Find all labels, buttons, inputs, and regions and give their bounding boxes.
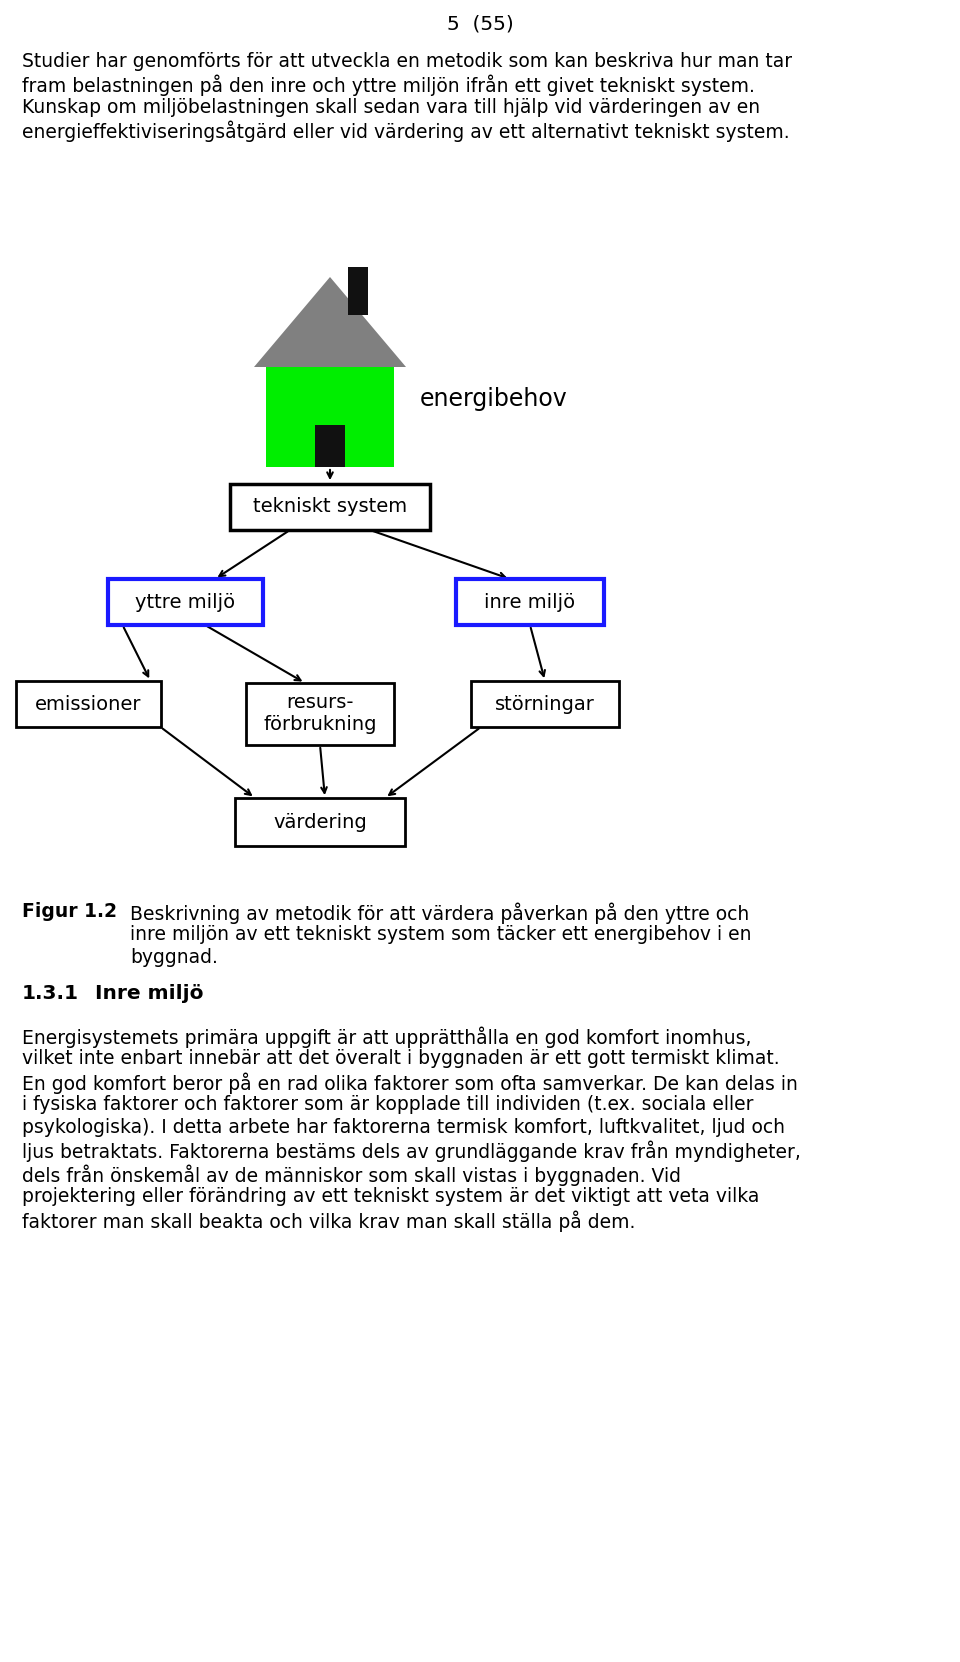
Text: energibehov: energibehov — [420, 387, 567, 411]
Text: ljus betraktats. Faktorerna bestäms dels av grundläggande krav från myndigheter,: ljus betraktats. Faktorerna bestäms dels… — [22, 1142, 801, 1162]
Text: faktorer man skall beakta och vilka krav man skall ställa på dem.: faktorer man skall beakta och vilka krav… — [22, 1210, 636, 1232]
Text: projektering eller förändring av ett tekniskt system är det viktigt att veta vil: projektering eller förändring av ett tek… — [22, 1187, 759, 1207]
Text: Kunskap om miljöbelastningen skall sedan vara till hjälp vid värderingen av en: Kunskap om miljöbelastningen skall sedan… — [22, 98, 760, 116]
Text: värdering: värdering — [274, 813, 367, 831]
Bar — [230, 484, 430, 530]
Text: 5  (55): 5 (55) — [446, 13, 514, 33]
Text: inre miljö: inre miljö — [485, 592, 576, 612]
Bar — [108, 578, 262, 625]
Text: Studier har genomförts för att utveckla en metodik som kan beskriva hur man tar: Studier har genomförts för att utveckla … — [22, 52, 792, 71]
Text: fram belastningen på den inre och yttre miljön ifrån ett givet tekniskt system.: fram belastningen på den inre och yttre … — [22, 75, 755, 96]
Text: Inre miljö: Inre miljö — [95, 984, 204, 1002]
Text: tekniskt system: tekniskt system — [252, 497, 407, 517]
Text: 1.3.1: 1.3.1 — [22, 984, 79, 1002]
Text: byggnad.: byggnad. — [130, 947, 218, 967]
Text: yttre miljö: yttre miljö — [135, 592, 235, 612]
Text: emissioner: emissioner — [35, 695, 141, 713]
Text: En god komfort beror på en rad olika faktorer som ofta samverkar. De kan delas i: En god komfort beror på en rad olika fak… — [22, 1072, 798, 1094]
Text: psykologiska). I detta arbete har faktorerna termisk komfort, luftkvalitet, ljud: psykologiska). I detta arbete har faktor… — [22, 1119, 785, 1137]
Text: vilket inte enbart innebär att det överalt i byggnaden är ett gott termiskt klim: vilket inte enbart innebär att det övera… — [22, 1049, 780, 1069]
Bar — [456, 578, 604, 625]
Bar — [266, 367, 394, 467]
Text: resurs-
förbrukning: resurs- förbrukning — [263, 693, 376, 735]
Polygon shape — [254, 278, 406, 367]
Text: Energisystemets primära uppgift är att upprätthålla en god komfort inomhus,: Energisystemets primära uppgift är att u… — [22, 1025, 752, 1047]
Text: i fysiska faktorer och faktorer som är kopplade till individen (t.ex. sociala el: i fysiska faktorer och faktorer som är k… — [22, 1095, 754, 1114]
Text: inre miljön av ett tekniskt system som täcker ett energibehov i en: inre miljön av ett tekniskt system som t… — [130, 926, 752, 944]
Bar — [15, 681, 160, 726]
Text: Figur 1.2: Figur 1.2 — [22, 902, 117, 921]
Bar — [315, 425, 345, 467]
Bar — [246, 683, 394, 745]
Bar — [471, 681, 619, 726]
Text: dels från önskemål av de människor som skall vistas i byggnaden. Vid: dels från önskemål av de människor som s… — [22, 1163, 681, 1185]
Text: Beskrivning av metodik för att värdera påverkan på den yttre och: Beskrivning av metodik för att värdera p… — [130, 902, 749, 924]
Bar — [235, 798, 405, 846]
Bar — [348, 268, 368, 316]
Text: energieffektiviseringsåtgärd eller vid värdering av ett alternativt tekniskt sys: energieffektiviseringsåtgärd eller vid v… — [22, 121, 790, 143]
Text: störningar: störningar — [495, 695, 595, 713]
